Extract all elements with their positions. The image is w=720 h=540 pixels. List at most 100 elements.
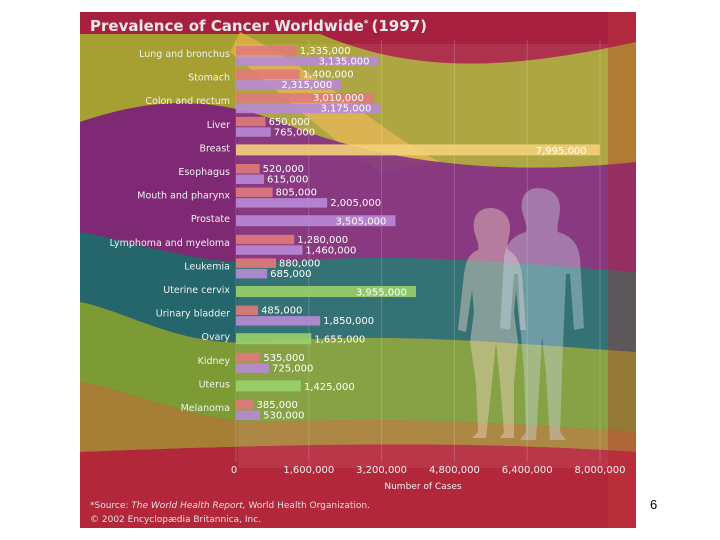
copyright-note: © 2002 Encyclopædia Britannica, Inc. (90, 515, 261, 525)
bar (236, 410, 261, 420)
category-label: Ovary (202, 332, 231, 343)
x-axis-ticks: 0 1,600,000 3,200,000 4,800,000 6,400,000 8,0… (231, 465, 626, 476)
x-tick-label: 8,000,000 (575, 465, 626, 476)
x-tick-label: 1,600,000 (283, 465, 334, 476)
bar (236, 69, 300, 80)
cancer-prevalence-chart: Prevalence of Cancer Worldwide* (1997) 1,… (80, 12, 636, 528)
bar-value-label: 615,000 (267, 175, 308, 186)
category-label: Stomach (188, 73, 230, 84)
bar (236, 80, 342, 90)
category-label: Leukemia (184, 261, 230, 272)
bar-value-label: 725,000 (272, 363, 313, 374)
category-label: Melanoma (181, 403, 230, 414)
category-label: Lymphoma and myeloma (110, 238, 230, 249)
x-tick-label: 6,400,000 (502, 465, 553, 476)
category-label: Uterus (199, 379, 230, 390)
x-axis-title: Number of Cases (384, 482, 462, 492)
bar-value-label: 880,000 (279, 258, 320, 269)
category-label: Mouth and pharynx (137, 191, 230, 202)
bar (236, 46, 297, 56)
x-tick-label: 3,200,000 (356, 465, 407, 476)
bar-value-label: 535,000 (263, 353, 304, 364)
bar (236, 245, 303, 255)
bar (236, 215, 396, 227)
bar (236, 352, 261, 363)
band-green (80, 302, 636, 432)
bar-value-label: 650,000 (269, 117, 310, 128)
bar (236, 174, 264, 184)
man-silhouette (500, 188, 584, 440)
source-suffix: World Health Organization. (246, 501, 370, 511)
category-label: Liver (207, 120, 230, 131)
category-label: Kidney (198, 356, 231, 367)
bar-value-label: 3,505,000 (335, 217, 386, 228)
bar (236, 400, 254, 410)
plot-panel (238, 44, 608, 468)
category-label: Prostate (191, 214, 230, 225)
bar-value-label: 485,000 (261, 306, 302, 317)
x-tick-label: 4,800,000 (429, 465, 480, 476)
bar-value-label: 3,010,000 (313, 93, 364, 104)
bar-value-label: 7,995,000 (536, 146, 587, 157)
title-main: Prevalence of Cancer Worldwide (90, 17, 364, 35)
bar-value-label: 1,655,000 (314, 335, 365, 346)
bar-value-label: 1,280,000 (297, 235, 348, 246)
bar-value-label: 765,000 (274, 127, 315, 138)
category-label: Colon and rectum (145, 96, 230, 107)
bar (236, 56, 379, 66)
bar-value-label: 530,000 (263, 411, 304, 422)
bar-value-label: 1,400,000 (303, 70, 354, 81)
bar-value-label: 3,175,000 (320, 104, 371, 115)
category-label: Uterine cervix (163, 285, 230, 296)
title-year: (1997) (372, 17, 427, 35)
bar (236, 268, 268, 279)
gridlines (235, 40, 601, 462)
bar-value-label: 2,315,000 (281, 80, 332, 91)
bar (236, 258, 277, 268)
title-mark: * (364, 19, 369, 29)
source-note: *Source: The World Health Report, World … (90, 501, 370, 511)
category-label: Urinary bladder (156, 309, 230, 320)
band-right-strip (608, 12, 636, 528)
category-label: Esophagus (178, 167, 230, 178)
bar-value-label: 1,460,000 (305, 245, 356, 256)
x-tick-label: 0 (231, 465, 237, 476)
band-lower-olive (80, 382, 636, 452)
bar (236, 103, 381, 114)
woman-silhouette (458, 208, 526, 438)
bar-value-label: 1,850,000 (323, 316, 374, 327)
bar (236, 363, 269, 373)
bar-value-label: 685,000 (270, 269, 311, 280)
bar (236, 164, 260, 174)
bar (236, 144, 600, 156)
bar (236, 380, 301, 392)
bar (236, 305, 259, 316)
category-label: Lung and bronchus (139, 49, 230, 60)
bar-value-label: 1,425,000 (304, 382, 355, 393)
bar-value-label: 385,000 (257, 400, 298, 411)
bar-value-label: 3,955,000 (356, 288, 407, 299)
bar (236, 333, 312, 345)
bar (236, 316, 321, 326)
source-italic: The World Health Report, (131, 501, 245, 511)
bar-value-label: 3,135,000 (319, 57, 370, 68)
bar (236, 198, 328, 208)
band-bottom-red (80, 444, 636, 528)
source-prefix: *Source: (90, 501, 131, 511)
chart-title: Prevalence of Cancer Worldwide* (1997) (90, 17, 427, 35)
bar (236, 234, 295, 245)
bar (236, 93, 373, 103)
category-label: Breast (199, 143, 230, 154)
bar-value-label: 1,335,000 (300, 46, 351, 57)
bar-value-label: 805,000 (276, 188, 317, 199)
slide-number: 6 (650, 497, 658, 512)
human-silhouettes (458, 188, 584, 440)
bar (236, 127, 271, 137)
category-labels: Lung and bronchus Stomach Colon and rectum… (110, 49, 231, 414)
bar-value-label: 520,000 (263, 164, 304, 175)
bar (236, 286, 416, 297)
svg-text:Prevalence of Cancer Worldwide: Prevalence of Cancer Worldwide* (1997) (90, 17, 427, 35)
bar-value-label: 2,005,000 (330, 198, 381, 209)
